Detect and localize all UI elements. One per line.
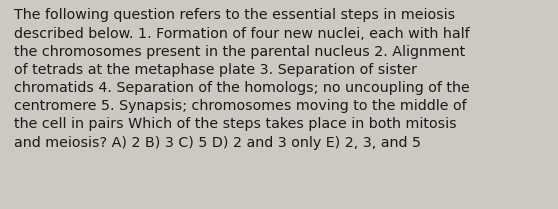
Text: The following question refers to the essential steps in meiosis
described below.: The following question refers to the ess… [14,8,470,150]
